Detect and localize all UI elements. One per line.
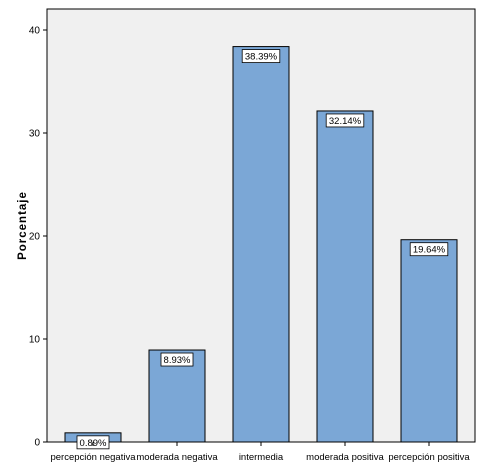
y-tick-label: 20 [29, 232, 41, 243]
y-tick-label: 10 [29, 335, 41, 346]
x-category-label: percepción negativa [50, 452, 136, 463]
data-label: 32.14% [329, 116, 362, 127]
y-tick-label: 40 [29, 26, 41, 37]
x-axis-labels: percepción negativa moderada negativa inte… [50, 442, 470, 463]
bar [316, 110, 374, 443]
data-label-box [325, 113, 365, 128]
bar [400, 239, 458, 443]
y-axis-ticks: 0 10 20 30 40 [29, 26, 47, 449]
x-category-label: moderada negativa [136, 452, 218, 463]
y-tick-label: 0 [34, 438, 40, 449]
data-label-box [409, 242, 449, 257]
data-label: 8.93% [164, 355, 191, 366]
data-label: 38.39% [245, 52, 278, 63]
x-category-label: percepción positiva [388, 452, 470, 463]
bar [232, 46, 290, 443]
x-category-label: intermedia [239, 452, 284, 463]
bars-group: 0.89%8.93%38.39%32.14%19.64% [64, 46, 458, 450]
y-axis-title: Porcentaje [17, 191, 29, 260]
data-label-box [241, 49, 281, 63]
y-tick-label: 30 [29, 129, 41, 140]
data-label-box [160, 352, 194, 367]
data-label: 19.64% [413, 245, 446, 256]
x-category-label: moderada positiva [306, 452, 384, 463]
